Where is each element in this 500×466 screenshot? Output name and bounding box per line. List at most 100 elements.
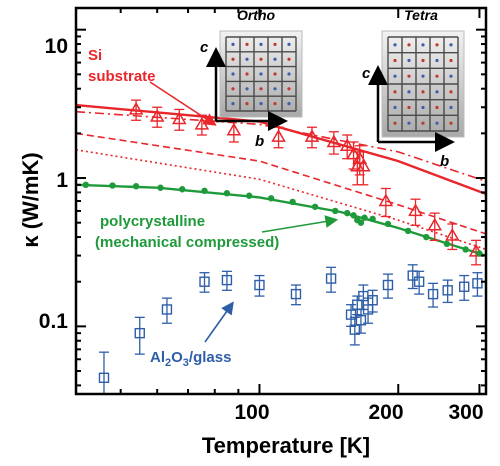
poly-point-1 [82,181,89,189]
glass-marker [355,315,367,326]
glass-point-4 [199,272,210,293]
poly-marker [245,192,253,199]
lattice-atom [245,42,249,47]
lattice-atom [231,102,235,106]
poly-point-3 [132,183,140,190]
poly-point-18 [369,215,376,223]
lattice-atom [407,74,411,78]
si-marker [149,108,165,122]
poly-point-19 [384,220,392,228]
poly-point-17 [361,214,368,221]
glass-marker [458,281,470,292]
lattice-atom [287,57,291,61]
poly-marker [384,220,392,228]
poly-marker [157,184,164,191]
poly-point-4 [157,184,164,191]
lattice-atom [435,90,439,94]
lattice-atom [393,105,397,110]
x-axis-title: Temperature [K] [202,433,370,458]
glass-pointer-arrow [204,301,234,343]
lattice-atom [231,57,235,61]
poly-point-12 [332,207,339,215]
poly-marker [132,183,140,190]
si-marker [346,146,361,160]
lattice-atom [449,58,453,63]
glass-point-17 [407,264,418,290]
lattice-atom [245,57,249,61]
si-point-16 [427,212,443,242]
poly-point-23 [462,246,469,253]
axis-ticks [76,8,486,394]
lattice-atom [259,87,263,91]
poly-marker [179,186,186,193]
poly-point-5 [179,186,186,193]
poly-marker [361,214,368,221]
lattice-atom [273,42,277,47]
y-tick-label-10: 10 [45,35,68,58]
lattice-atom [393,90,397,94]
lattice-atom [421,74,425,78]
si-marker [304,129,320,142]
lattice-atom [407,43,411,47]
poly-marker [267,195,275,202]
lattice-atom [287,72,291,76]
si-marker [226,122,242,136]
poly-point-11 [311,203,319,210]
lattice-atom [421,43,425,47]
poly-marker [289,198,296,206]
poly-marker [350,212,357,219]
lattice-atom [273,87,277,91]
poly-point-7 [223,190,231,197]
glass-marker [407,270,418,281]
poly-marker [344,209,351,217]
x-tick-label-100: 100 [234,401,269,424]
si-point-17 [445,223,460,251]
lattice-atom [273,72,277,76]
si-point-14 [378,187,394,218]
poly-marker [369,215,376,223]
lattice-atom [393,43,397,47]
poly-marker [462,246,469,253]
tetra-b-axis-label: b [440,153,449,170]
lattice-atom [421,105,425,110]
lattice-atom [273,102,277,106]
lattice-atom [393,74,397,78]
lattice-atom [231,87,235,91]
si-marker [427,217,443,231]
poly-marker [311,203,319,210]
poly-marker [357,219,365,226]
poly-point-6 [201,187,208,195]
poly-marker [82,181,89,189]
glass-point-1 [98,351,110,395]
ortho-b-axis-label: b [255,133,264,150]
glass-point-3 [161,297,173,324]
lattice-atom [421,90,425,94]
poly-marker [443,240,451,248]
poly-point-16 [357,219,365,226]
glass-marker [442,285,453,296]
glass-marker [367,295,378,306]
tetra-c-axis-label: c [362,65,371,82]
lattice-atom [287,42,291,47]
si-point-9 [339,134,355,160]
si-point-13 [356,151,371,186]
lattice-atom [245,87,249,91]
lattice-atom [273,57,277,61]
model-curve-3 [75,132,487,235]
y-tick-label-1: 1 [56,169,68,192]
model-curve-2 [75,110,487,183]
model-curve-1 [75,103,487,196]
poly-point-2 [109,182,116,189]
glass-marker [382,279,394,291]
lattice-atom [287,102,291,106]
poly-point-8 [245,192,253,199]
lattice-atom [449,105,453,110]
glass-marker [413,276,425,287]
glass-marker [472,278,483,289]
poly-point-14 [350,212,357,219]
si-marker [378,193,394,207]
ortho-inset-title: Ortho [237,7,276,23]
glass-marker [221,274,233,286]
poly-point-9 [267,195,275,202]
si-marker [128,101,144,115]
